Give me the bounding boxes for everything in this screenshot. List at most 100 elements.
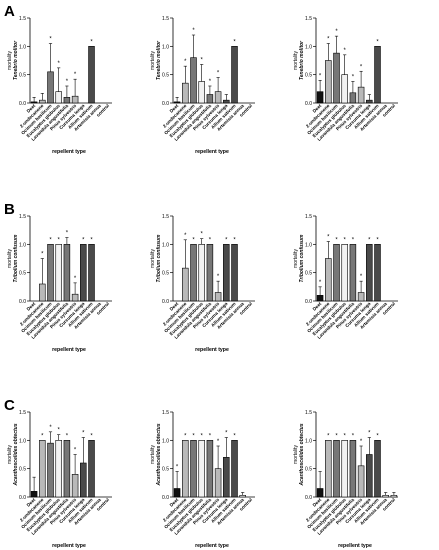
significance-star: * (49, 425, 52, 431)
y-tick-label: 1.5 (305, 16, 312, 22)
significance-star: * (335, 29, 338, 35)
bar (71, 95, 79, 104)
y-tick-label: 1.0 (305, 438, 312, 444)
bar (63, 440, 71, 498)
significance-star: * (344, 237, 347, 243)
significance-star: * (201, 433, 204, 439)
significance-star: * (90, 237, 93, 243)
bar (71, 293, 79, 302)
y-tick-label: 0.5 (19, 73, 26, 79)
bar (182, 82, 189, 104)
y-tick-label: 1.5 (305, 214, 312, 220)
bar (349, 440, 357, 498)
bar (374, 440, 381, 498)
significance-star: * (376, 39, 379, 45)
y-axis-label: mortality (150, 249, 156, 268)
significance-star: * (90, 39, 93, 45)
bar (333, 244, 340, 302)
significance-star: * (184, 233, 187, 239)
bar (206, 440, 214, 498)
x-tick-label: Deet (169, 301, 180, 312)
significance-star: * (360, 274, 363, 280)
significance-star: * (209, 79, 212, 85)
bar (80, 244, 87, 302)
significance-star: * (66, 79, 69, 85)
bar (374, 46, 381, 104)
y-tick-label: 0.0 (305, 299, 312, 305)
y-tick-label: 0.5 (162, 73, 169, 79)
significance-star: * (225, 237, 228, 243)
y-tick-label: 1.5 (19, 410, 26, 416)
bar (223, 244, 230, 302)
significance-star: * (327, 37, 330, 43)
panel-letter-a: A (4, 3, 15, 20)
y-tick-label: 1.0 (19, 242, 26, 248)
chart-panel: 0.0 0.5 1.0 1.5 mortality Tribolium confusum D… (150, 214, 255, 353)
y-tick-label: 0.5 (305, 73, 312, 79)
x-axis-label: repellent type (338, 543, 372, 549)
y-tick-label: 0.0 (19, 299, 26, 305)
bar (190, 57, 197, 104)
bar (88, 440, 95, 498)
bar (366, 454, 373, 498)
y-axis-label: mortality (150, 51, 156, 70)
significance-star: * (58, 428, 61, 434)
bar (231, 440, 238, 498)
y-tick-label: 1.0 (162, 438, 169, 444)
significance-star: * (49, 37, 52, 43)
y-tick-label: 1.0 (19, 438, 26, 444)
significance-star: * (368, 431, 371, 437)
bar (349, 92, 357, 104)
significance-star: * (233, 433, 236, 439)
x-axis-label: repellent type (52, 347, 86, 353)
y-axis-species-label: Tenebrio molitor (299, 40, 305, 80)
bar (341, 74, 348, 104)
significance-star: * (233, 237, 236, 243)
x-tick-label: Deet (169, 103, 180, 114)
y-axis-label: mortality (150, 445, 156, 464)
x-axis-label: repellent type (52, 149, 86, 155)
y-tick-label: 1.5 (305, 410, 312, 416)
bar (316, 295, 324, 302)
significance-star: * (82, 237, 85, 243)
significance-star: * (82, 431, 85, 437)
chart-panel: 0.0 0.5 1.0 1.5 mortality Acanthoscelides obt… (293, 410, 398, 549)
y-axis-label: mortality (7, 249, 13, 268)
bar (63, 244, 71, 302)
bar (30, 491, 38, 498)
significance-star: * (360, 64, 363, 70)
bar (333, 52, 340, 104)
y-tick-label: 0.5 (162, 271, 169, 277)
y-tick-label: 0.5 (305, 271, 312, 277)
significance-star: * (192, 433, 195, 439)
bar (39, 283, 46, 302)
significance-star: * (201, 57, 204, 63)
bar (190, 244, 197, 302)
significance-star: * (217, 274, 220, 280)
bar (55, 91, 62, 104)
y-axis-species-label: Tribolium confusum (299, 234, 305, 283)
y-tick-label: 1.5 (162, 214, 169, 220)
significance-star: * (225, 431, 228, 437)
significance-star: * (74, 72, 77, 78)
bar (198, 440, 205, 498)
y-tick-label: 0.0 (19, 101, 26, 107)
bar (71, 474, 79, 498)
significance-star: * (192, 237, 195, 243)
significance-star: * (352, 237, 355, 243)
bar (55, 440, 62, 498)
bar (223, 457, 230, 498)
bar (182, 440, 189, 498)
y-tick-label: 1.5 (162, 410, 169, 416)
y-tick-label: 0.5 (19, 467, 26, 473)
y-tick-label: 1.5 (162, 16, 169, 22)
y-axis-species-label: Acanthoscelides obtectus (13, 423, 19, 486)
y-tick-label: 1.0 (305, 242, 312, 248)
bar (341, 244, 348, 302)
y-tick-label: 1.5 (19, 16, 26, 22)
bar (357, 292, 365, 302)
significance-star: * (184, 433, 187, 439)
significance-star: * (335, 433, 338, 439)
bar (357, 465, 365, 498)
